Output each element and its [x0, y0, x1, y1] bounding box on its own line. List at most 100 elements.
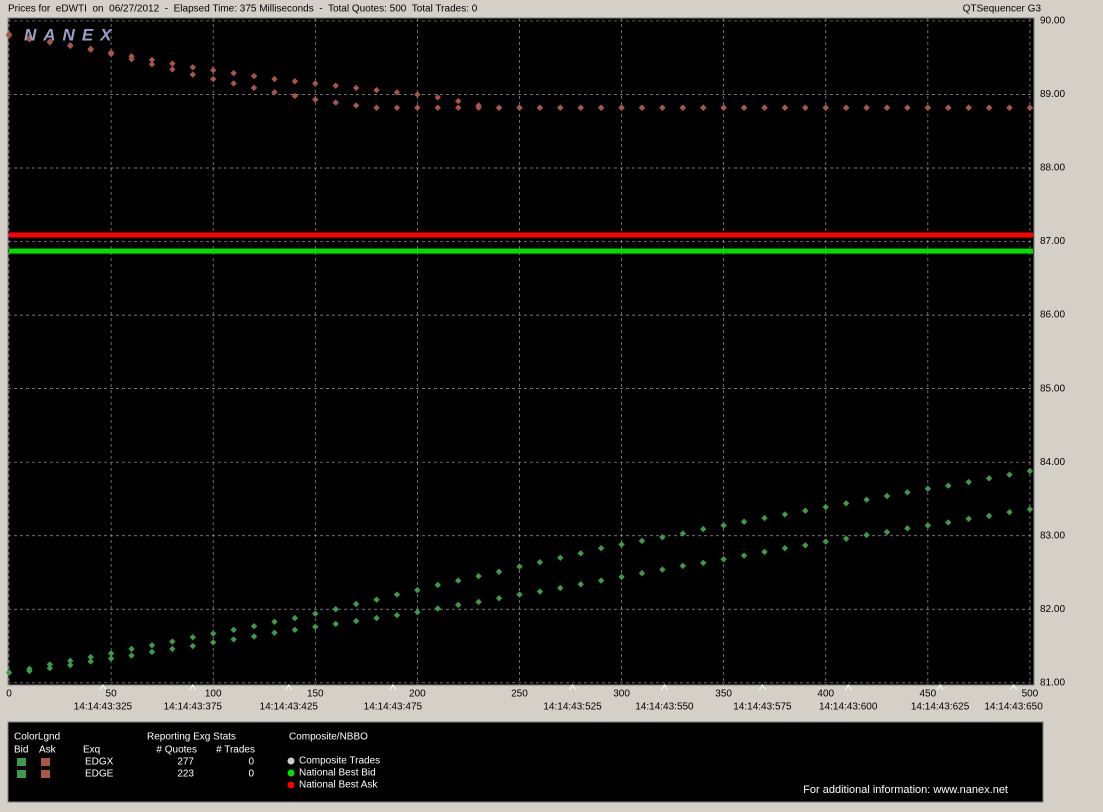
ask-point: [210, 75, 217, 83]
ask-point: [291, 92, 299, 100]
ask-point: [210, 67, 217, 74]
bid-point: [1006, 471, 1013, 478]
bid-point: [169, 638, 176, 645]
bid-point: [638, 570, 646, 577]
bid-point: [557, 584, 564, 592]
time-tick: [189, 684, 197, 691]
ask-point: [761, 104, 768, 111]
bid-point: [87, 653, 94, 661]
bid-point: [802, 542, 809, 549]
legend-exch-name: EDGX: [85, 757, 114, 768]
ask-point: [169, 60, 176, 67]
bid-point: [107, 650, 115, 657]
ask-point: [87, 46, 94, 53]
bid-point: [128, 652, 135, 659]
bid-point: [557, 554, 564, 561]
bid-point: [720, 556, 727, 563]
bid-point: [720, 522, 727, 529]
ask-point: [332, 82, 339, 89]
bid-point: [250, 622, 258, 630]
ask-point: [720, 104, 727, 111]
ask-point: [700, 104, 707, 111]
time-tick: [661, 684, 668, 691]
ask-point: [148, 56, 156, 64]
ask-point: [291, 78, 299, 85]
time-tick: [844, 684, 852, 691]
y-tick-label: 87.00: [1040, 236, 1065, 247]
time-tick-label: 14:14:43:650: [984, 702, 1043, 713]
ask-point: [352, 84, 360, 92]
composite-label: Composite Trades: [299, 756, 380, 767]
header-title: Prices for eDWTI on 06/27/2012 - Elapsed…: [8, 4, 478, 15]
ask-point: [107, 50, 115, 58]
bid-point: [659, 533, 666, 541]
bid-point: [740, 552, 748, 559]
ask-point: [250, 84, 258, 92]
bid-point: [597, 545, 605, 552]
x-tick-label: 50: [106, 689, 118, 700]
ask-point: [352, 102, 360, 109]
legend-ask-swatch: [41, 770, 50, 778]
bid-point: [618, 541, 625, 548]
ask-point: [965, 104, 972, 111]
ask-point: [373, 104, 380, 111]
legend-bid-swatch: [17, 770, 26, 778]
bid-point: [393, 611, 401, 619]
bid-point: [822, 538, 829, 545]
bid-point: [536, 558, 544, 566]
bid-point: [781, 545, 789, 552]
bid-point: [495, 568, 503, 575]
bid-point: [291, 614, 299, 622]
footer: For additional information: www.nanex.ne…: [803, 784, 1008, 796]
stats-trades: # Trades: [216, 745, 255, 756]
bid-point: [312, 610, 319, 617]
bid-point: [618, 573, 625, 581]
composite-label: National Best Bid: [299, 768, 376, 779]
bid-point: [679, 562, 687, 570]
time-tick-label: 14:14:43:425: [260, 702, 319, 713]
bid-point: [700, 559, 707, 567]
time-tick: [759, 684, 766, 691]
bid-point: [924, 522, 932, 529]
legend-trades: 0: [248, 757, 254, 768]
ask-point: [189, 64, 196, 71]
time-tick: [389, 684, 397, 691]
bid-point: [332, 620, 339, 628]
y-tick-label: 81.00: [1040, 677, 1065, 688]
time-tick-label: 14:14:43:525: [543, 702, 602, 713]
ask-point: [842, 104, 850, 111]
bid-point: [434, 605, 441, 612]
bid-point: [842, 500, 850, 507]
bid-point: [46, 664, 54, 672]
ask-point: [455, 97, 462, 105]
ask-point: [414, 91, 421, 98]
bid-point: [87, 658, 94, 665]
ask-point: [393, 89, 401, 96]
ask-point: [985, 104, 993, 111]
bid-point: [210, 639, 217, 646]
bid-point: [924, 485, 932, 492]
x-tick-label: 250: [511, 689, 528, 700]
bid-point: [761, 548, 768, 556]
ask-point: [577, 104, 584, 111]
y-tick-label: 83.00: [1040, 530, 1065, 541]
bid-point: [516, 591, 523, 598]
bid-point: [679, 530, 687, 537]
bid-point: [516, 563, 523, 570]
ask-point: [557, 104, 564, 111]
bid-point: [945, 482, 952, 489]
bid-point: [26, 667, 33, 675]
bid-point: [904, 489, 911, 496]
legend-title: ColorLgnd: [14, 732, 60, 743]
bid-point: [577, 550, 584, 557]
ask-point: [46, 39, 54, 46]
ask-point: [945, 104, 952, 111]
x-tick-label: 500: [1022, 689, 1039, 700]
bid-point: [700, 525, 707, 533]
bid-point: [67, 657, 74, 664]
ask-point: [638, 104, 646, 111]
legend-quotes: 277: [177, 757, 194, 768]
bid-point: [189, 642, 196, 650]
ask-point: [924, 104, 932, 111]
